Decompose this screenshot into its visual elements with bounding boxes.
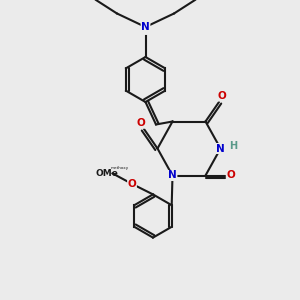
Text: O: O (218, 91, 226, 101)
Text: N: N (216, 143, 225, 154)
Text: H: H (229, 140, 237, 151)
Text: O: O (128, 179, 136, 189)
Text: N: N (141, 22, 150, 32)
Text: methoxy: methoxy (111, 166, 129, 170)
Text: N: N (168, 170, 177, 181)
Text: OMe: OMe (95, 169, 118, 178)
Text: O: O (226, 170, 236, 181)
Text: O: O (136, 118, 146, 128)
Text: H: H (136, 118, 145, 128)
